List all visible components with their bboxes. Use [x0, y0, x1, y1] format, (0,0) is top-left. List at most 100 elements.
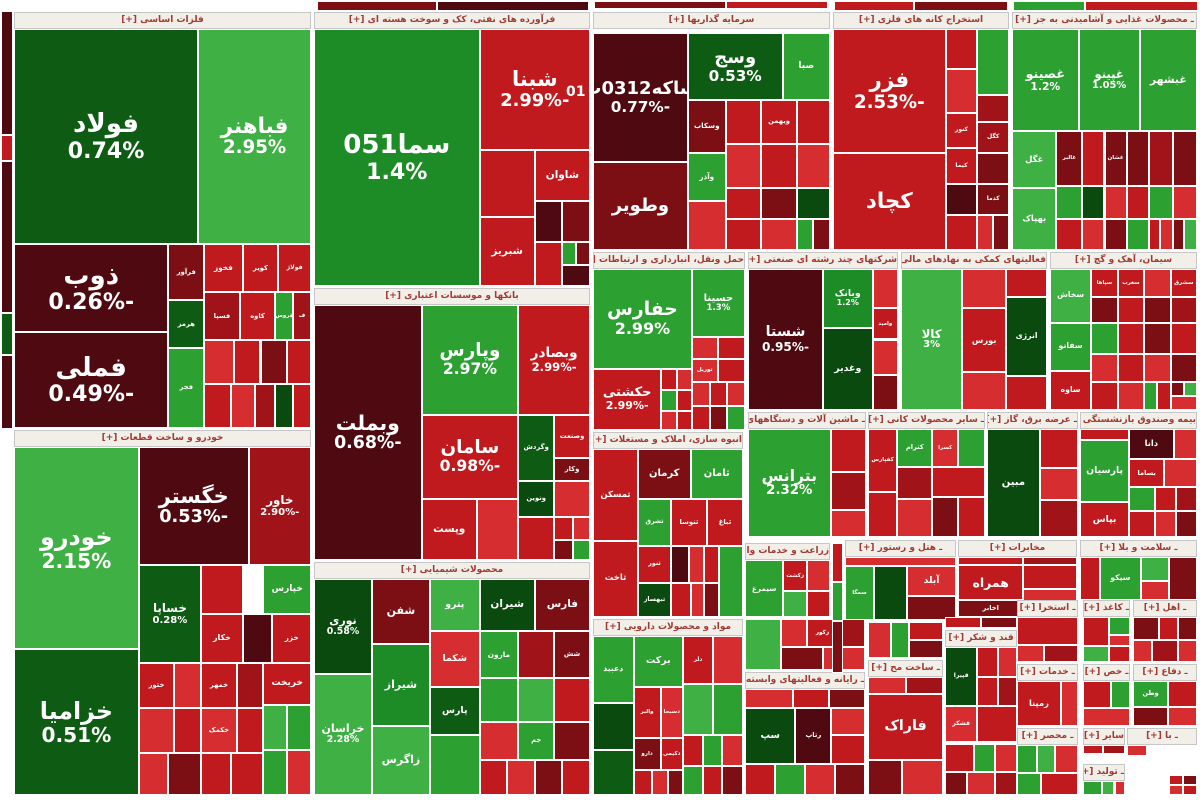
- stock-tile[interactable]: [1017, 644, 1045, 662]
- stock-tile[interactable]: [745, 619, 781, 670]
- stock-tile[interactable]: [687, 201, 726, 250]
- stock-tile-مارون[interactable]: مارون: [479, 630, 519, 679]
- stock-tile[interactable]: [661, 389, 677, 411]
- stock-tile-پارسیان[interactable]: پارسیان: [1080, 439, 1130, 503]
- stock-tile[interactable]: [168, 753, 202, 795]
- sector-header-health[interactable]: ـ سلامت و بلا [+]: [1080, 540, 1197, 557]
- stock-tile-قشکر[interactable]: قشکر: [945, 705, 978, 742]
- stock-tile[interactable]: [1175, 487, 1197, 512]
- stock-tile[interactable]: [781, 647, 823, 670]
- stock-tile-غپینو[interactable]: غپینو 1.05%: [1078, 29, 1140, 131]
- stock-tile[interactable]: [562, 201, 590, 243]
- stock-tile[interactable]: [945, 617, 981, 628]
- stock-tile[interactable]: [868, 759, 902, 795]
- stock-tile-ف[interactable]: ف: [293, 292, 311, 341]
- stock-tile[interactable]: [1133, 640, 1153, 662]
- stock-tile-سیکو[interactable]: سیکو: [1099, 557, 1141, 600]
- stock-tile[interactable]: [832, 582, 843, 621]
- stock-tile-بساما[interactable]: بساما: [1129, 459, 1165, 488]
- stock-tile-سپ[interactable]: سپ: [745, 708, 796, 765]
- stock-tile-فزر[interactable]: فزر -2.53%: [833, 29, 946, 153]
- stock-tile-جم[interactable]: جم: [518, 721, 555, 761]
- stock-tile[interactable]: [1158, 617, 1178, 641]
- stock-tile[interactable]: [1172, 219, 1185, 250]
- stock-tile[interactable]: [593, 702, 634, 751]
- stock-tile[interactable]: [1056, 185, 1083, 220]
- sector-header-ahl[interactable]: ـ اهل [+]: [1133, 600, 1197, 617]
- stock-tile[interactable]: [429, 734, 480, 795]
- stock-tile[interactable]: [796, 99, 830, 144]
- stock-tile[interactable]: [1082, 219, 1105, 250]
- stock-tile-بپاس[interactable]: بپاس: [1080, 502, 1130, 537]
- stock-tile-توریل[interactable]: توریل: [691, 359, 718, 382]
- stock-tile[interactable]: [704, 583, 719, 617]
- stock-tile[interactable]: [690, 583, 704, 617]
- stock-tile[interactable]: [1103, 745, 1125, 755]
- stock-tile-بورس[interactable]: بورس: [962, 308, 1007, 372]
- stock-tile[interactable]: [1041, 772, 1078, 795]
- stock-tile[interactable]: [1114, 781, 1125, 795]
- stock-tile[interactable]: [138, 708, 175, 754]
- stock-tile-حفارس[interactable]: حفارس 2.99%: [593, 269, 692, 369]
- stock-tile-دارو[interactable]: دارو: [633, 737, 661, 770]
- stock-tile[interactable]: [1157, 381, 1171, 410]
- stock-tile[interactable]: [476, 498, 519, 560]
- stock-tile[interactable]: [868, 677, 906, 694]
- stock-tile[interactable]: [973, 744, 996, 773]
- sector-header-pharma[interactable]: مواد و محصولات دارویی [+]: [593, 619, 743, 636]
- stock-tile[interactable]: [676, 368, 692, 390]
- stock-tile-هرمز[interactable]: هرمز: [168, 300, 205, 349]
- stock-tile[interactable]: [796, 188, 830, 220]
- stock-tile-پارس[interactable]: پارس: [429, 687, 480, 735]
- stock-tile[interactable]: [1082, 130, 1105, 186]
- stock-tile[interactable]: [1083, 681, 1112, 708]
- stock-tile-وبملت[interactable]: وبملت -0.68%: [314, 305, 422, 560]
- stock-tile-وغدیر[interactable]: وغدیر: [823, 328, 873, 410]
- stock-tile-وبهمن[interactable]: وبهمن: [761, 99, 797, 144]
- stock-tile[interactable]: [829, 689, 865, 709]
- stock-tile[interactable]: [1148, 185, 1173, 220]
- stock-tile[interactable]: [1126, 130, 1149, 186]
- stock-tile[interactable]: [676, 389, 692, 411]
- stock-tile[interactable]: [1091, 381, 1118, 410]
- stock-tile[interactable]: [1006, 376, 1047, 410]
- sector-header-other-mining[interactable]: ـ استخرا [+]: [1017, 600, 1078, 617]
- stock-tile[interactable]: [807, 591, 830, 617]
- stock-tile[interactable]: [1054, 745, 1078, 773]
- stock-tile[interactable]: [661, 368, 677, 390]
- stock-tile[interactable]: [1017, 745, 1037, 773]
- stock-tile[interactable]: [554, 516, 574, 540]
- stock-tile[interactable]: [534, 201, 563, 243]
- stock-tile-وطویر[interactable]: وطویر: [593, 161, 688, 250]
- stock-tile[interactable]: [962, 371, 1007, 410]
- stock-tile-فروس[interactable]: فروس: [275, 292, 294, 341]
- stock-tile[interactable]: [981, 617, 1017, 628]
- stock-tile[interactable]: [958, 557, 1024, 566]
- stock-tile[interactable]: [661, 410, 677, 430]
- stock-tile-فخوز[interactable]: فخوز: [204, 244, 243, 293]
- stock-tile-وصنعت[interactable]: وصنعت: [554, 414, 590, 458]
- stock-tile[interactable]: [1140, 557, 1169, 581]
- stock-tile[interactable]: [830, 510, 866, 537]
- stock-tile-غگل[interactable]: غگل: [1012, 130, 1057, 189]
- stock-tile[interactable]: [868, 622, 891, 658]
- stock-tile[interactable]: [1082, 185, 1105, 220]
- stock-tile[interactable]: [1184, 219, 1197, 250]
- stock-tile[interactable]: [1080, 557, 1100, 600]
- stock-tile[interactable]: [562, 242, 577, 266]
- stock-tile[interactable]: [1177, 617, 1197, 641]
- stock-tile[interactable]: [576, 242, 590, 266]
- stock-tile[interactable]: [174, 662, 202, 708]
- stock-tile-سما051[interactable]: سما051 1.4%: [314, 29, 480, 286]
- stock-tile[interactable]: [1023, 565, 1077, 590]
- stock-tile[interactable]: [997, 647, 1017, 678]
- stock-tile-فجر[interactable]: فجر: [168, 348, 205, 428]
- sector-header-electrical-machinery[interactable]: ـ ماشین آلات و دستگاههای [+]: [748, 412, 866, 429]
- stock-tile[interactable]: [1148, 219, 1160, 250]
- stock-tile-قپیرا[interactable]: قپیرا: [945, 647, 978, 706]
- sector-header-services[interactable]: ـ خدمات [+]: [1017, 664, 1078, 681]
- stock-tile[interactable]: [1144, 381, 1158, 410]
- stock-tile-والبر[interactable]: والبر: [633, 686, 661, 738]
- sector-header-real-estate[interactable]: انبوه سازی، املاک و مستغلات [+]: [593, 432, 743, 449]
- stock-tile[interactable]: [977, 677, 998, 706]
